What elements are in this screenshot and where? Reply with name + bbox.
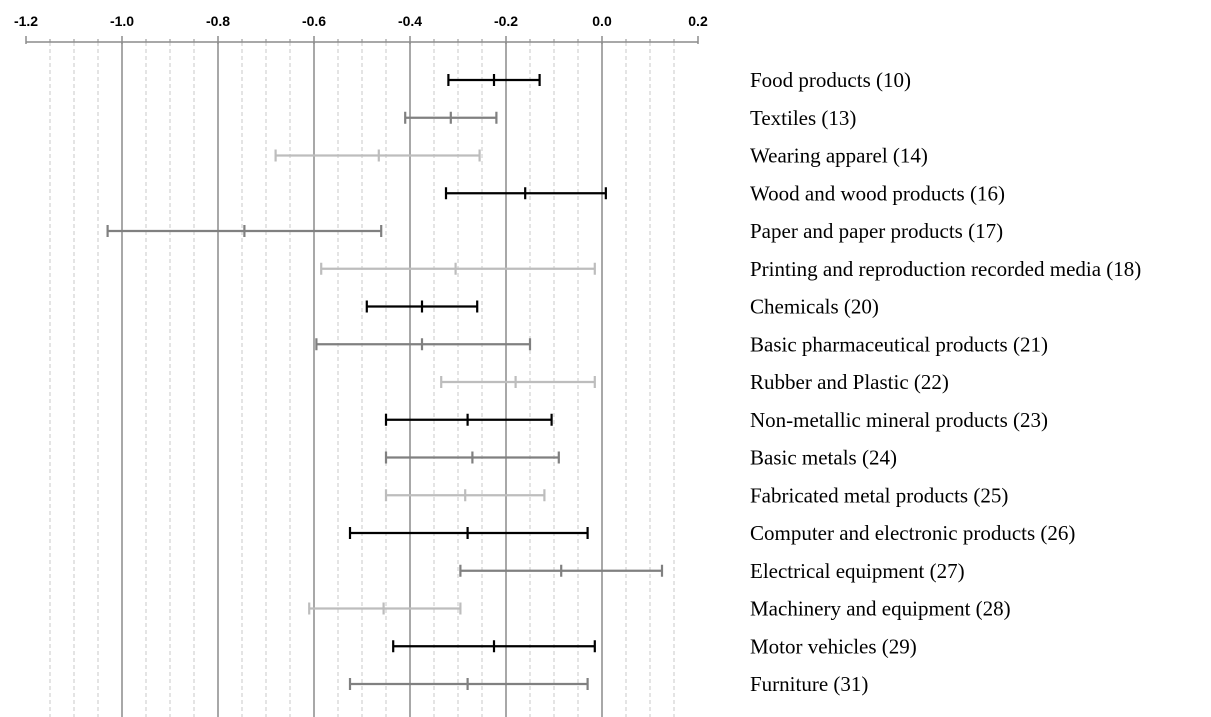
x-axis: -1.2 -1.0 -0.8 -0.6 -0.4 -0.2 0.0 0.2 — [14, 13, 708, 44]
category-label: Paper and paper products (17) — [750, 219, 1003, 243]
category-label: Basic pharmaceutical products (21) — [750, 332, 1048, 356]
x-tick-label: 0.2 — [688, 13, 708, 29]
x-tick-label: 0.0 — [592, 13, 612, 29]
category-label: Computer and electronic products (26) — [750, 521, 1075, 545]
grid-layer — [49, 42, 675, 717]
category-label: Textiles (13) — [750, 106, 856, 130]
x-tick-label: -1.2 — [14, 13, 38, 29]
category-label: Rubber and Plastic (22) — [750, 370, 949, 394]
x-tick-label: -0.2 — [494, 13, 518, 29]
category-label: Printing and reproduction recorded media… — [750, 257, 1141, 281]
category-label: Fabricated metal products (25) — [750, 483, 1008, 507]
category-label: Basic metals (24) — [750, 446, 897, 470]
category-label: Electrical equipment (27) — [750, 559, 965, 583]
category-label: Non-metallic mineral products (23) — [750, 408, 1048, 432]
category-label: Motor vehicles (29) — [750, 634, 917, 658]
x-tick-label: -0.6 — [302, 13, 326, 29]
x-tick-label: -1.0 — [110, 13, 134, 29]
x-tick-label: -0.4 — [398, 13, 422, 29]
category-label: Food products (10) — [750, 68, 911, 92]
error-bars — [106, 74, 664, 690]
category-label: Machinery and equipment (28) — [750, 597, 1011, 621]
category-label: Wood and wood products (16) — [750, 181, 1005, 205]
x-tick-label: -0.8 — [206, 13, 230, 29]
category-labels: Food products (10) Textiles (13) Wearing a… — [750, 68, 1141, 696]
category-label: Chemicals (20) — [750, 295, 879, 319]
category-label: Furniture (31) — [750, 672, 868, 696]
category-label: Wearing apparel (14) — [750, 144, 928, 168]
